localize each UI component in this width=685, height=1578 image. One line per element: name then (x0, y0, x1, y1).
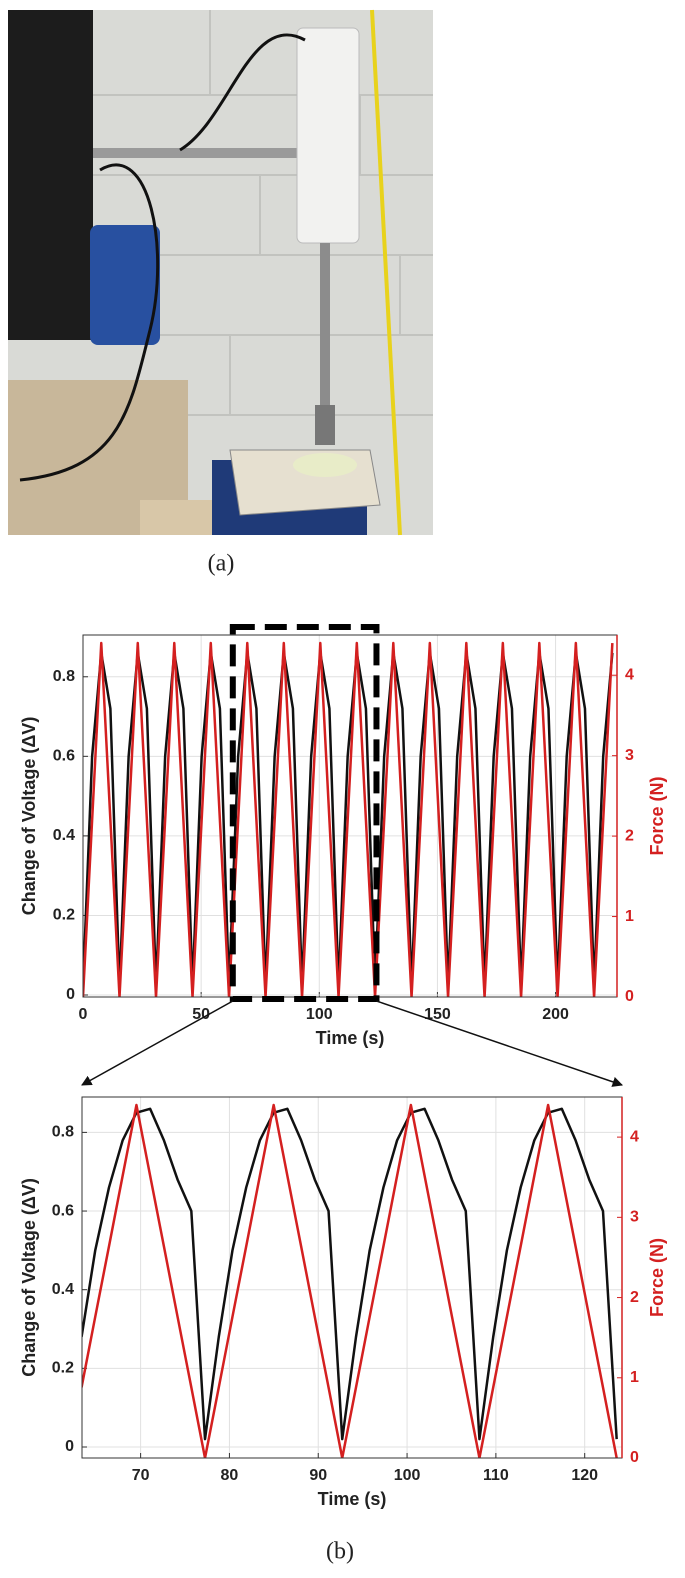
y2-tick-label: 3 (625, 747, 634, 764)
y2-tick-label: 2 (625, 827, 634, 844)
x-tick-label: 90 (309, 1467, 327, 1484)
x-tick-label: 120 (571, 1467, 598, 1484)
y2-tick-label: 4 (625, 666, 634, 683)
y-axis-label: Change of Voltage (ΔV) (19, 1178, 39, 1377)
line-series (82, 1103, 618, 1458)
y-tick-label: 0 (65, 1438, 74, 1455)
line-series (82, 1107, 618, 1441)
y-tick-label: 0.4 (52, 1281, 74, 1298)
y-tick-label: 0.4 (53, 827, 75, 844)
y2-tick-label: 1 (625, 908, 634, 925)
y-tick-label: 0.2 (53, 907, 75, 924)
y-tick-label: 0 (66, 986, 75, 1003)
x-axis-label: Time (s) (316, 1028, 385, 1048)
y2-tick-label: 3 (630, 1209, 639, 1226)
y-tick-label: 0.8 (52, 1124, 74, 1141)
y2-tick-label: 2 (630, 1289, 639, 1306)
x-tick-label: 0 (79, 1006, 88, 1023)
y2-axis-label: Force (N) (647, 1238, 667, 1317)
zoom-arrow (81, 1000, 234, 1086)
y-tick-label: 0.6 (53, 748, 75, 765)
y-tick-label: 0.8 (53, 668, 75, 685)
y2-tick-label: 0 (625, 988, 634, 1005)
y-tick-label: 0.6 (52, 1202, 74, 1219)
x-tick-label: 50 (192, 1006, 210, 1023)
caption: (b) (326, 1539, 354, 1565)
x-tick-label: 100 (306, 1006, 333, 1023)
x-tick-label: 70 (132, 1467, 150, 1484)
x-tick-label: 200 (542, 1006, 569, 1023)
x-tick-label: 150 (424, 1006, 451, 1023)
zoom-box (229, 624, 380, 1002)
y2-axis-label: Force (N) (647, 776, 667, 855)
plot-area (82, 1097, 622, 1458)
photo (8, 9, 433, 536)
y2-tick-label: 1 (630, 1369, 639, 1386)
x-tick-label: 80 (221, 1467, 239, 1484)
zoom-arrow (376, 1000, 623, 1087)
y-axis-label: Change of Voltage (ΔV) (19, 717, 39, 916)
y-tick-label: 0.2 (52, 1360, 74, 1377)
x-tick-label: 110 (483, 1467, 509, 1484)
y2-tick-label: 0 (630, 1449, 639, 1466)
line-series (83, 641, 614, 997)
x-tick-label: 100 (394, 1467, 421, 1484)
caption: (a) (208, 551, 235, 577)
x-axis-label: Time (s) (318, 1489, 387, 1509)
y2-tick-label: 4 (630, 1128, 639, 1145)
